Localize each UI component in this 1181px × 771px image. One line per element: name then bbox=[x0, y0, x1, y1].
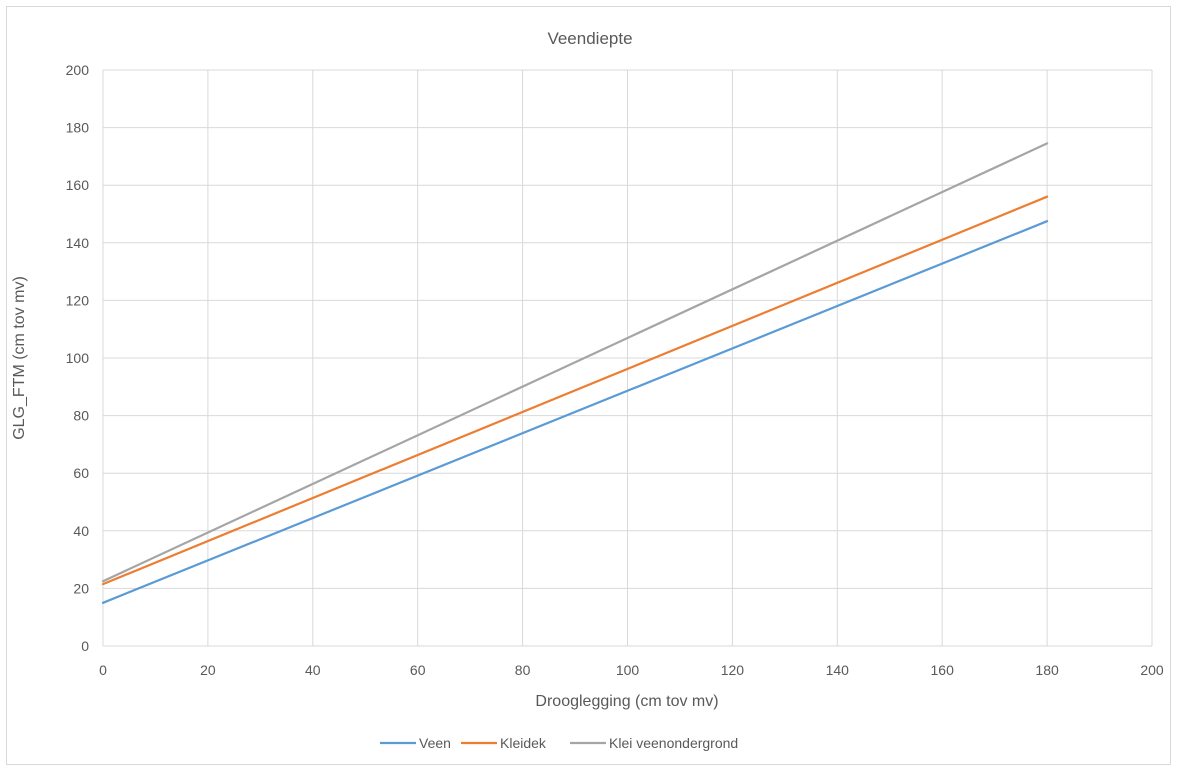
legend-label: Klei veenondergrond bbox=[609, 735, 738, 751]
y-axis-title: GLG_FTM (cm tov mv) bbox=[11, 276, 28, 440]
series-line-kleidek bbox=[101, 195, 1049, 586]
x-tick-label: 0 bbox=[99, 662, 107, 678]
x-tick-label: 140 bbox=[826, 662, 850, 678]
y-tick-labels: 0 20 40 60 80 100 120 140 160 180 200 bbox=[66, 62, 90, 654]
legend-label: Veen bbox=[419, 735, 451, 751]
x-tick-label: 60 bbox=[410, 662, 426, 678]
grid-lines bbox=[102, 69, 1153, 647]
x-tick-label: 20 bbox=[200, 662, 216, 678]
y-tick-label: 140 bbox=[66, 235, 90, 251]
series-line-klei-veenondergrond bbox=[101, 142, 1049, 583]
y-tick-label: 120 bbox=[66, 292, 90, 308]
y-tick-label: 20 bbox=[73, 580, 89, 596]
x-tick-label: 180 bbox=[1035, 662, 1059, 678]
y-tick-label: 80 bbox=[73, 408, 89, 424]
legend-label: Kleidek bbox=[500, 735, 547, 751]
x-tick-label: 100 bbox=[616, 662, 640, 678]
x-tick-labels: 0 20 40 60 80 100 120 140 160 180 200 bbox=[99, 662, 1164, 678]
x-tick-label: 80 bbox=[515, 662, 531, 678]
x-axis-title: Drooglegging (cm tov mv) bbox=[535, 693, 718, 710]
y-tick-label: 100 bbox=[66, 350, 90, 366]
series-lines bbox=[101, 142, 1049, 604]
y-tick-label: 160 bbox=[66, 177, 90, 193]
x-tick-label: 40 bbox=[305, 662, 321, 678]
series-line-veen bbox=[101, 220, 1049, 604]
y-tick-label: 0 bbox=[81, 638, 89, 654]
chart-title: Veendiepte bbox=[547, 29, 632, 48]
x-tick-label: 160 bbox=[931, 662, 955, 678]
y-tick-label: 40 bbox=[73, 523, 89, 539]
y-tick-label: 180 bbox=[66, 120, 90, 136]
y-tick-label: 200 bbox=[66, 62, 90, 78]
x-tick-label: 200 bbox=[1140, 662, 1164, 678]
legend: Veen Kleidek Klei veenondergrond bbox=[380, 735, 738, 751]
x-tick-label: 120 bbox=[721, 662, 745, 678]
y-tick-label: 60 bbox=[73, 465, 89, 481]
